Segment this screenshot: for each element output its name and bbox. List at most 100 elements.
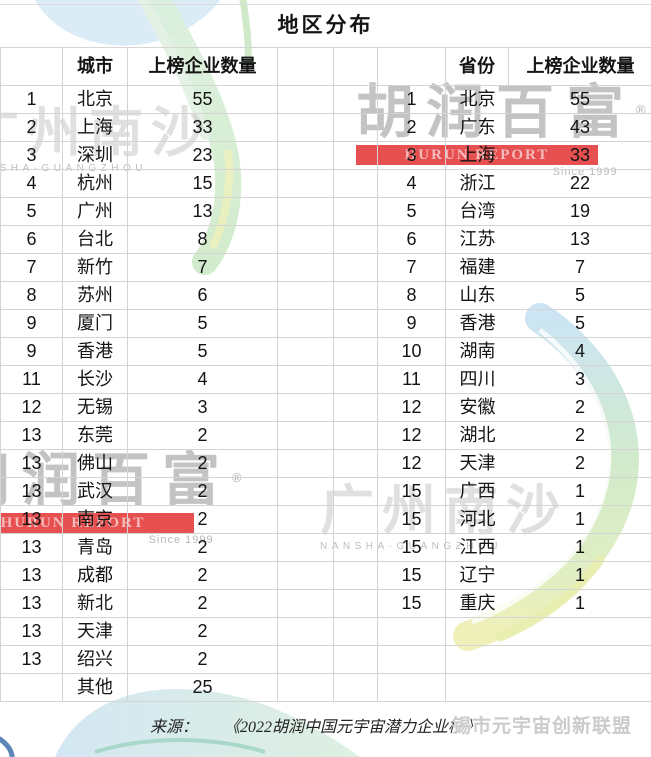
left-city-cell: 东莞 (63, 422, 128, 450)
gap-cell (334, 506, 378, 534)
left-rank-cell: 11 (1, 366, 63, 394)
gap-cell (278, 170, 334, 198)
gap-cell (334, 394, 378, 422)
gap-cell (334, 282, 378, 310)
left-rank-cell: 13 (1, 534, 63, 562)
right-province-cell: 香港 (446, 310, 509, 338)
right-rank-cell: 8 (378, 282, 446, 310)
left-count-cell: 2 (128, 506, 278, 534)
right-province-cell (446, 618, 509, 646)
left-rank-cell (1, 674, 63, 702)
left-count-cell: 2 (128, 562, 278, 590)
right-rank-cell: 15 (378, 478, 446, 506)
left-city-cell: 其他 (63, 674, 128, 702)
gap-cell (334, 618, 378, 646)
gap-cell (334, 114, 378, 142)
right-rank-cell: 15 (378, 506, 446, 534)
gap-cell (278, 534, 334, 562)
right-rank-cell: 15 (378, 562, 446, 590)
left-rank-cell: 13 (1, 506, 63, 534)
left-city-cell: 长沙 (63, 366, 128, 394)
source-text: 《2022胡润中国元宇宙潜力企业榜》 (224, 719, 481, 736)
corner-blue-arc (0, 736, 15, 757)
left-count-cell: 5 (128, 338, 278, 366)
right-province-cell: 山东 (446, 282, 509, 310)
right-rank-cell: 12 (378, 422, 446, 450)
left-count-cell: 2 (128, 478, 278, 506)
watermark-hurun-banner: HURUN REPORT (356, 145, 598, 165)
watermark-hurun-wordmark: 胡润百富® (356, 84, 646, 142)
right-count-cell: 5 (509, 310, 651, 338)
gap-cell (278, 618, 334, 646)
top-small-streak (239, 0, 252, 66)
right-count-cell: 3 (509, 366, 651, 394)
right-province-cell (446, 646, 509, 674)
right-count-cell: 2 (509, 394, 651, 422)
left-rank-cell: 1 (1, 86, 63, 114)
right-count-cell: 2 (509, 422, 651, 450)
left-rank-cell: 2 (1, 114, 63, 142)
left-count-cell: 25 (128, 674, 278, 702)
right-count-cell (509, 646, 651, 674)
right-province-cell: 天津 (446, 450, 509, 478)
right-rank-header-cell (378, 48, 446, 86)
left-rank-cell: 9 (1, 338, 63, 366)
right-count-cell (509, 618, 651, 646)
gap-cell (278, 142, 334, 170)
registered-mark-icon: ® (636, 102, 646, 117)
gap-cell (278, 254, 334, 282)
right-rank-cell: 4 (378, 170, 446, 198)
top-gridline (0, 4, 651, 5)
watermark-hurun-text: 胡润百富 (0, 448, 233, 513)
watermark-wuxi-alliance: 锡市元宇宙创新联盟 (452, 716, 633, 737)
watermark-nansha-top-left: 广州南沙 NANSHA·GUANGZHOU (0, 106, 213, 174)
gap-cell (278, 646, 334, 674)
gap-cell (278, 366, 334, 394)
right-rank-cell: 2 (378, 114, 446, 142)
left-rank-cell: 13 (1, 562, 63, 590)
left-count-cell: 7 (128, 254, 278, 282)
right-count-cell: 55 (509, 86, 651, 114)
gap-header-cell (334, 48, 378, 86)
gap-header-cell (278, 48, 334, 86)
right-rank-cell: 15 (378, 534, 446, 562)
left-city-cell: 上海 (63, 114, 128, 142)
right-count-cell: 13 (509, 226, 651, 254)
right-province-cell: 四川 (446, 366, 509, 394)
left-region-header-cell: 城市 (63, 48, 128, 86)
right-province-cell: 湖北 (446, 422, 509, 450)
gap-cell (278, 86, 334, 114)
right-rank-cell: 12 (378, 394, 446, 422)
left-rank-cell: 4 (1, 170, 63, 198)
gap-cell (278, 478, 334, 506)
left-rank-cell: 13 (1, 618, 63, 646)
right-count-cell: 1 (509, 534, 651, 562)
gap-cell (334, 338, 378, 366)
gap-cell (334, 254, 378, 282)
right-count-cell: 5 (509, 282, 651, 310)
left-rank-cell: 13 (1, 422, 63, 450)
right-province-cell: 浙江 (446, 170, 509, 198)
right-count-cell: 33 (509, 142, 651, 170)
watermark-hurun-bottom-left: 胡润百富® HURUN REPORT Since 1999 (0, 452, 242, 546)
bottom-teal-line (94, 738, 266, 754)
right-arc-yellow-tip (495, 555, 605, 642)
right-rank-cell: 3 (378, 142, 446, 170)
watermark-hurun-since: Since 1999 (148, 534, 214, 546)
gap-cell (334, 226, 378, 254)
right-rank-cell: 15 (378, 590, 446, 618)
region-distribution-table: 城市 上榜企业数量 省份 上榜企业数量 1 北京 55 1 北京 55 2 上海… (0, 47, 651, 702)
left-rank-header-cell (1, 48, 63, 86)
gap-cell (278, 450, 334, 478)
left-count-header-cell: 上榜企业数量 (128, 48, 278, 86)
left-count-cell: 2 (128, 450, 278, 478)
left-count-cell: 15 (128, 170, 278, 198)
right-count-cell: 1 (509, 562, 651, 590)
left-rank-cell: 13 (1, 646, 63, 674)
left-city-cell: 绍兴 (63, 646, 128, 674)
right-province-cell: 重庆 (446, 590, 509, 618)
right-province-cell: 广东 (446, 114, 509, 142)
left-count-cell: 2 (128, 646, 278, 674)
right-count-cell (509, 674, 651, 702)
left-city-cell: 台北 (63, 226, 128, 254)
